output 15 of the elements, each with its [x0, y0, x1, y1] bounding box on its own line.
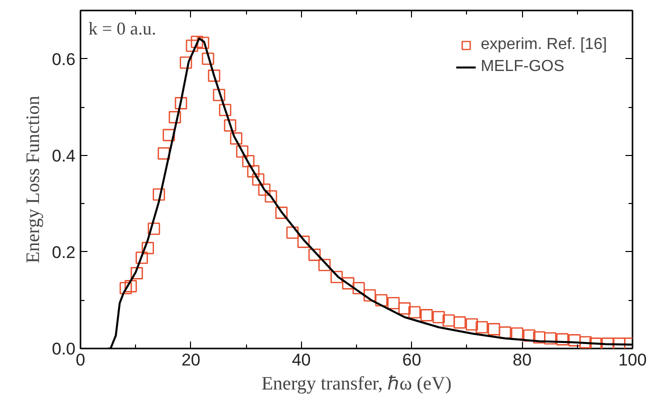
legend-label: MELF-GOS: [480, 58, 564, 76]
y-axis-title: Energy Loss Function: [22, 95, 44, 264]
y-tick-label: 0.2: [52, 242, 76, 262]
y-tick-label: 0.4: [52, 146, 76, 166]
x-tick-label: 0: [76, 350, 86, 370]
y-tick-label: 0.6: [52, 50, 76, 69]
legend-label: experim. Ref. [16]: [480, 36, 607, 54]
x-tick-label: 20: [181, 350, 200, 370]
x-tick-label: 80: [512, 350, 532, 370]
y-tick-label: 0.0: [52, 340, 76, 358]
x-tick-label: 100: [618, 350, 647, 370]
x-tick-label: 40: [292, 350, 311, 370]
annotation: k = 0 a.u.: [88, 18, 156, 38]
x-axis-title: Energy transfer, ℏω (eV): [261, 374, 452, 394]
x-tick-label: 60: [402, 350, 422, 370]
